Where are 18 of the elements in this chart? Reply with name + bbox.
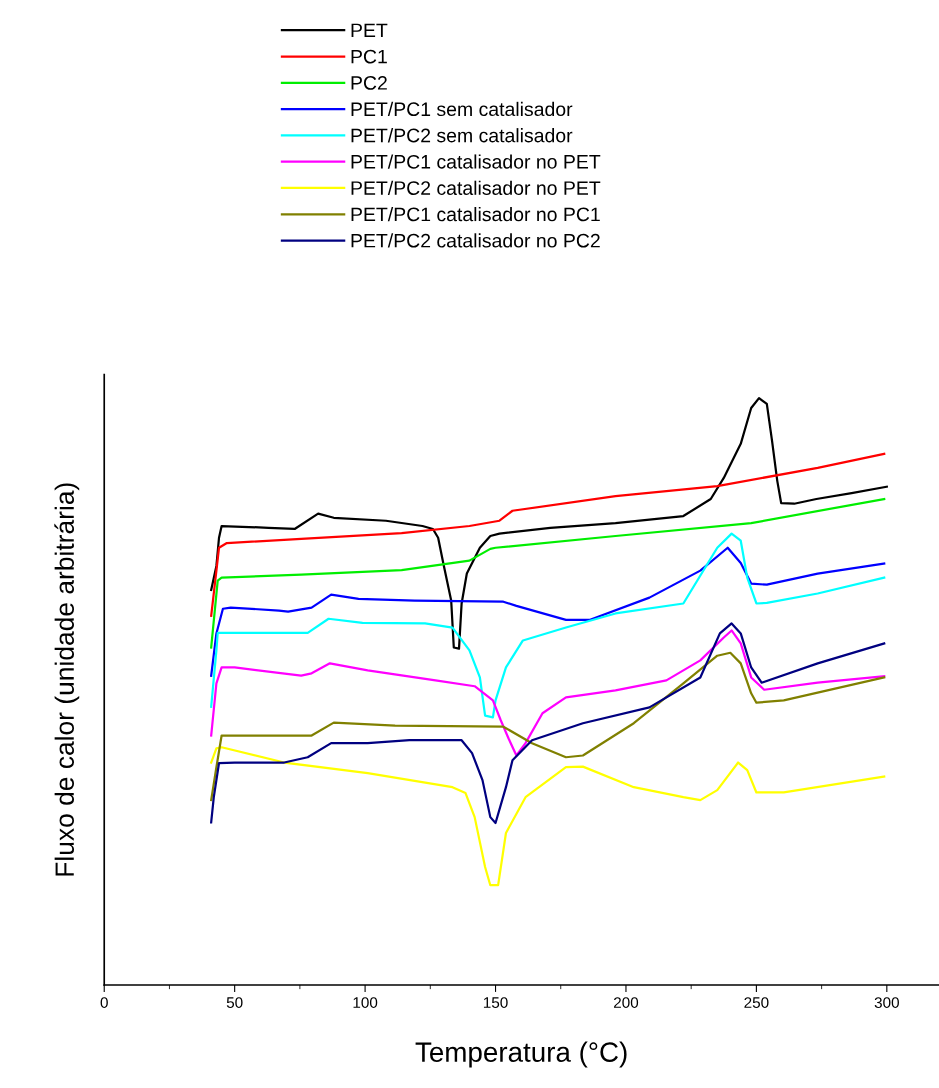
x-tick-label: 200 bbox=[613, 997, 639, 1008]
legend-label: PET/PC1 catalisador no PET bbox=[351, 154, 601, 169]
legend-label: PET/PC2 catalisador no PET bbox=[351, 180, 601, 195]
x-axis-title: Temperatura (°C) bbox=[415, 1041, 627, 1068]
legend-label: PET/PC1 sem catalisador bbox=[351, 101, 573, 117]
legend-label: PET bbox=[351, 23, 388, 38]
legend-label: PC2 bbox=[351, 76, 387, 90]
x-tick-label: 100 bbox=[353, 997, 378, 1008]
legend-label: PET/PC1 catalisador no PC1 bbox=[351, 206, 600, 222]
x-tick-label: 150 bbox=[483, 997, 508, 1008]
x-tick-label: 0 bbox=[100, 997, 108, 1008]
legend-label: PET/PC2 catalisador no PC2 bbox=[351, 233, 600, 248]
x-tick-label: 50 bbox=[226, 997, 243, 1008]
legend-label: PET/PC2 sem catalisador bbox=[351, 128, 573, 143]
y-axis-title: Fluxo de calor (unidade arbitrária) bbox=[54, 483, 80, 876]
legend-label: PC1 bbox=[351, 49, 387, 64]
x-tick-label: 250 bbox=[744, 997, 769, 1008]
x-tick-label: 300 bbox=[874, 997, 899, 1008]
